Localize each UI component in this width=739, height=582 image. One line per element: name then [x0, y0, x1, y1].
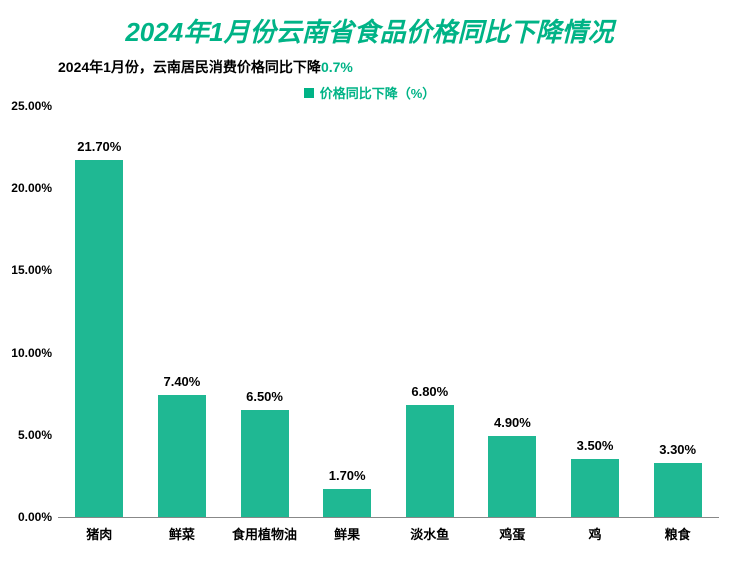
bar: 3.50% — [571, 459, 619, 517]
bar-value-label: 1.70% — [329, 468, 366, 489]
bar: 6.80% — [406, 405, 454, 517]
legend-label: 价格同比下降（%） — [320, 86, 436, 101]
x-tick-label: 鲜菜 — [141, 518, 224, 546]
bar-slot: 6.50% — [223, 106, 306, 517]
x-tick-label: 鸡蛋 — [471, 518, 554, 546]
bar-value-label: 6.80% — [411, 384, 448, 405]
bar-slot: 21.70% — [58, 106, 141, 517]
plot-region: 21.70% 7.40% 6.50% 1.70% 6.80% 4.90% 3.50% 3.30… — [58, 106, 719, 518]
y-tick-label: 20.00% — [11, 181, 58, 195]
y-tick-label: 0.00% — [18, 510, 58, 524]
x-tick-label: 粮食 — [636, 518, 719, 546]
bar-value-label: 21.70% — [77, 139, 121, 160]
bar: 3.30% — [654, 463, 702, 517]
x-tick-label: 淡水鱼 — [389, 518, 472, 546]
bar: 7.40% — [158, 395, 206, 517]
y-tick-label: 15.00% — [11, 263, 58, 277]
subtitle-prefix: 2024年1月份，云南居民消费价格同比下降 — [58, 59, 321, 75]
bar-value-label: 3.30% — [659, 442, 696, 463]
bar: 6.50% — [241, 410, 289, 517]
y-tick-label: 25.00% — [11, 99, 58, 113]
x-axis: 猪肉鲜菜食用植物油鲜果淡水鱼鸡蛋鸡粮食 — [58, 518, 719, 546]
x-tick-label: 鸡 — [554, 518, 637, 546]
subtitle-highlight: 0.7% — [321, 59, 353, 75]
bar-value-label: 3.50% — [577, 438, 614, 459]
bars-container: 21.70% 7.40% 6.50% 1.70% 6.80% 4.90% 3.50% 3.30… — [58, 106, 719, 517]
chart-title: 2024年1月份云南省食品价格同比下降情况 — [0, 0, 739, 49]
bar-value-label: 4.90% — [494, 415, 531, 436]
bar-slot: 3.50% — [554, 106, 637, 517]
legend-marker — [304, 88, 314, 98]
bar-slot: 7.40% — [141, 106, 224, 517]
bar-slot: 1.70% — [306, 106, 389, 517]
x-tick-label: 食用植物油 — [223, 518, 306, 546]
bar: 1.70% — [323, 489, 371, 517]
bar-slot: 3.30% — [636, 106, 719, 517]
chart-subtitle: 2024年1月份，云南居民消费价格同比下降0.7% — [0, 49, 739, 81]
bar: 21.70% — [75, 160, 123, 517]
chart-area: 21.70% 7.40% 6.50% 1.70% 6.80% 4.90% 3.50% 3.30… — [58, 106, 719, 546]
bar: 4.90% — [488, 436, 536, 517]
bar-value-label: 6.50% — [246, 389, 283, 410]
y-tick-label: 5.00% — [18, 428, 58, 442]
y-tick-label: 10.00% — [11, 346, 58, 360]
bar-value-label: 7.40% — [163, 374, 200, 395]
x-tick-label: 猪肉 — [58, 518, 141, 546]
x-tick-label: 鲜果 — [306, 518, 389, 546]
bar-slot: 6.80% — [389, 106, 472, 517]
chart-legend: 价格同比下降（%） — [0, 81, 739, 106]
bar-slot: 4.90% — [471, 106, 554, 517]
